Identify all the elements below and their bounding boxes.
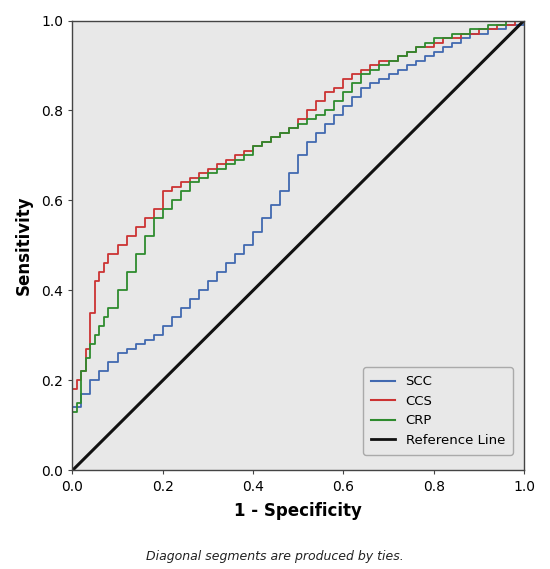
Text: Diagonal segments are produced by ties.: Diagonal segments are produced by ties.	[146, 550, 404, 563]
Legend: SCC, CCS, CRP, Reference Line: SCC, CCS, CRP, Reference Line	[364, 367, 513, 455]
Y-axis label: Sensitivity: Sensitivity	[15, 196, 33, 295]
X-axis label: 1 - Specificity: 1 - Specificity	[234, 502, 362, 520]
